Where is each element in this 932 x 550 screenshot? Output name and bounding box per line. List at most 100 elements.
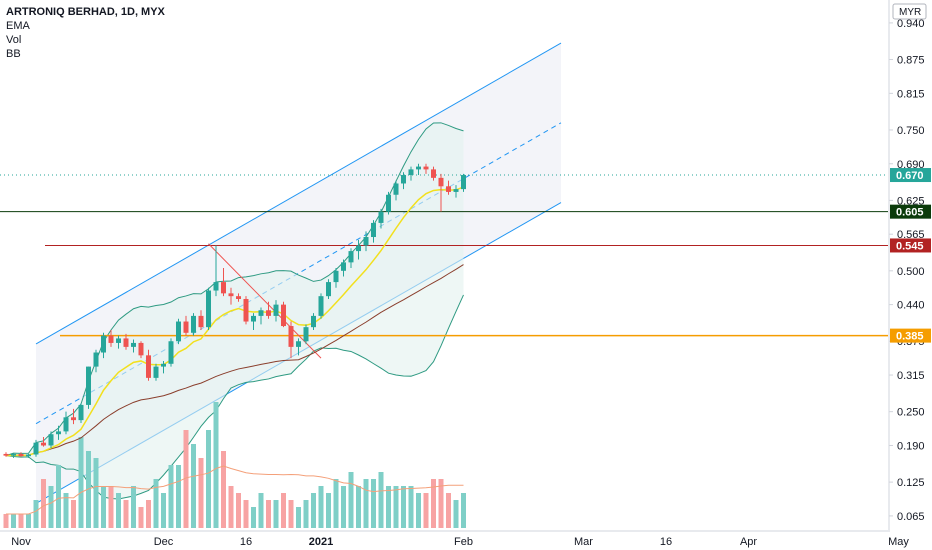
candle-body — [206, 290, 211, 328]
level-tag: 0.545 — [896, 240, 924, 252]
candle-body — [131, 342, 136, 347]
price-axis[interactable]: 0.940 0.875 0.815 0.750 0.690 0.625 0.565 0.500… — [888, 0, 932, 550]
candle-body — [108, 335, 114, 343]
level-tag: 0.385 — [896, 331, 924, 343]
candle-body — [296, 341, 301, 347]
level-tag-bg — [890, 204, 931, 219]
volume-bar — [453, 500, 459, 528]
volume-bar — [243, 500, 249, 528]
volume-bar — [311, 493, 316, 528]
candle-body — [371, 222, 376, 238]
horizontal-levels — [0, 174, 888, 337]
level-tag-bg — [890, 328, 931, 343]
candle-body — [303, 327, 309, 342]
candle-body — [56, 431, 61, 435]
volume-bar — [48, 486, 54, 528]
candle-body — [48, 434, 54, 446]
candle-body — [318, 296, 324, 316]
volume-bar — [438, 479, 444, 528]
ema-line — [5, 186, 464, 457]
candle-body — [183, 321, 189, 333]
candle-body — [363, 237, 369, 246]
candle-body — [11, 453, 16, 456]
volume-bar — [183, 430, 189, 528]
current-price-tag-bg — [890, 168, 931, 183]
indicator-vol[interactable]: Vol — [6, 34, 22, 46]
volume-bar — [153, 479, 159, 528]
volume-bar — [131, 486, 136, 528]
volume-bar — [341, 486, 346, 528]
volume-bar — [446, 493, 451, 528]
volume-bar — [236, 493, 241, 528]
volume-bar — [288, 500, 294, 528]
level-tag: 0.605 — [896, 207, 924, 219]
volume-bar — [86, 451, 91, 528]
candle-body — [18, 453, 24, 457]
volume-bar — [123, 500, 129, 528]
candle-body — [273, 304, 279, 316]
candles[interactable] — [3, 163, 467, 458]
candle-body — [453, 189, 459, 192]
symbol-title[interactable]: ARTRONIQ BERHAD, 1D, MYX — [6, 6, 165, 18]
indicator-ema[interactable]: EMA — [6, 20, 30, 32]
volume-bar — [63, 493, 69, 528]
candle-body — [408, 169, 414, 176]
candle-body — [258, 310, 264, 316]
volume-bar — [18, 514, 24, 528]
volume-bar — [371, 479, 376, 528]
candle-body — [78, 404, 84, 421]
y-tick-label: 0.565 — [897, 229, 925, 241]
indicator-lines — [5, 186, 464, 457]
sma-line — [5, 264, 464, 457]
volume-bar — [228, 486, 234, 528]
candle-body — [356, 245, 361, 252]
candle-body — [266, 310, 271, 316]
candle-body — [101, 335, 106, 353]
candle-body — [461, 175, 466, 190]
candle-body — [416, 166, 421, 170]
volume-bar — [108, 486, 114, 528]
x-tick-label: Mar — [574, 536, 593, 548]
y-tick-label: 0.315 — [897, 370, 925, 382]
time-axis[interactable]: Nov Dec 16 2021 Feb Mar 16 Apr May — [0, 530, 909, 548]
x-tick-label: 16 — [240, 536, 252, 548]
volume-bar — [258, 493, 264, 528]
volume-bar — [198, 458, 204, 528]
y-tick-label: 0.940 — [897, 18, 925, 30]
candle-body — [123, 338, 129, 347]
candle-body — [438, 177, 444, 187]
candle-body — [116, 338, 121, 343]
volume-bar — [431, 479, 436, 528]
price-axis-bg — [889, 0, 932, 550]
candle-body — [401, 175, 406, 184]
volume-bar — [408, 486, 414, 528]
candle-body — [153, 366, 159, 378]
candle-body — [221, 282, 226, 294]
x-tick-label: Apr — [740, 536, 757, 548]
volume-bar — [93, 458, 99, 528]
candle-body — [86, 366, 91, 405]
volume-bar — [101, 486, 106, 528]
volume-bar — [393, 486, 399, 528]
y-tick-label: 0.815 — [897, 88, 925, 100]
candle-body — [251, 315, 256, 322]
y-tick-label: 0.500 — [897, 266, 925, 278]
y-tick-label: 0.250 — [897, 407, 925, 419]
volume-bar — [213, 402, 219, 528]
volume-bar — [416, 493, 421, 528]
candle-body — [446, 186, 451, 192]
candle-body — [326, 282, 331, 297]
volume-bar — [33, 500, 39, 528]
x-tick-label: 2021 — [309, 536, 333, 548]
x-tick-label: May — [888, 536, 909, 548]
candle-body — [138, 342, 144, 356]
candle-body — [341, 262, 346, 271]
volume-bar — [138, 507, 144, 528]
candle-body — [168, 341, 174, 364]
indicator-bb[interactable]: BB — [6, 48, 21, 60]
volume-bar — [318, 486, 324, 528]
candle-body — [236, 296, 241, 299]
volume-bar — [333, 479, 339, 528]
volume-bars — [3, 402, 466, 528]
